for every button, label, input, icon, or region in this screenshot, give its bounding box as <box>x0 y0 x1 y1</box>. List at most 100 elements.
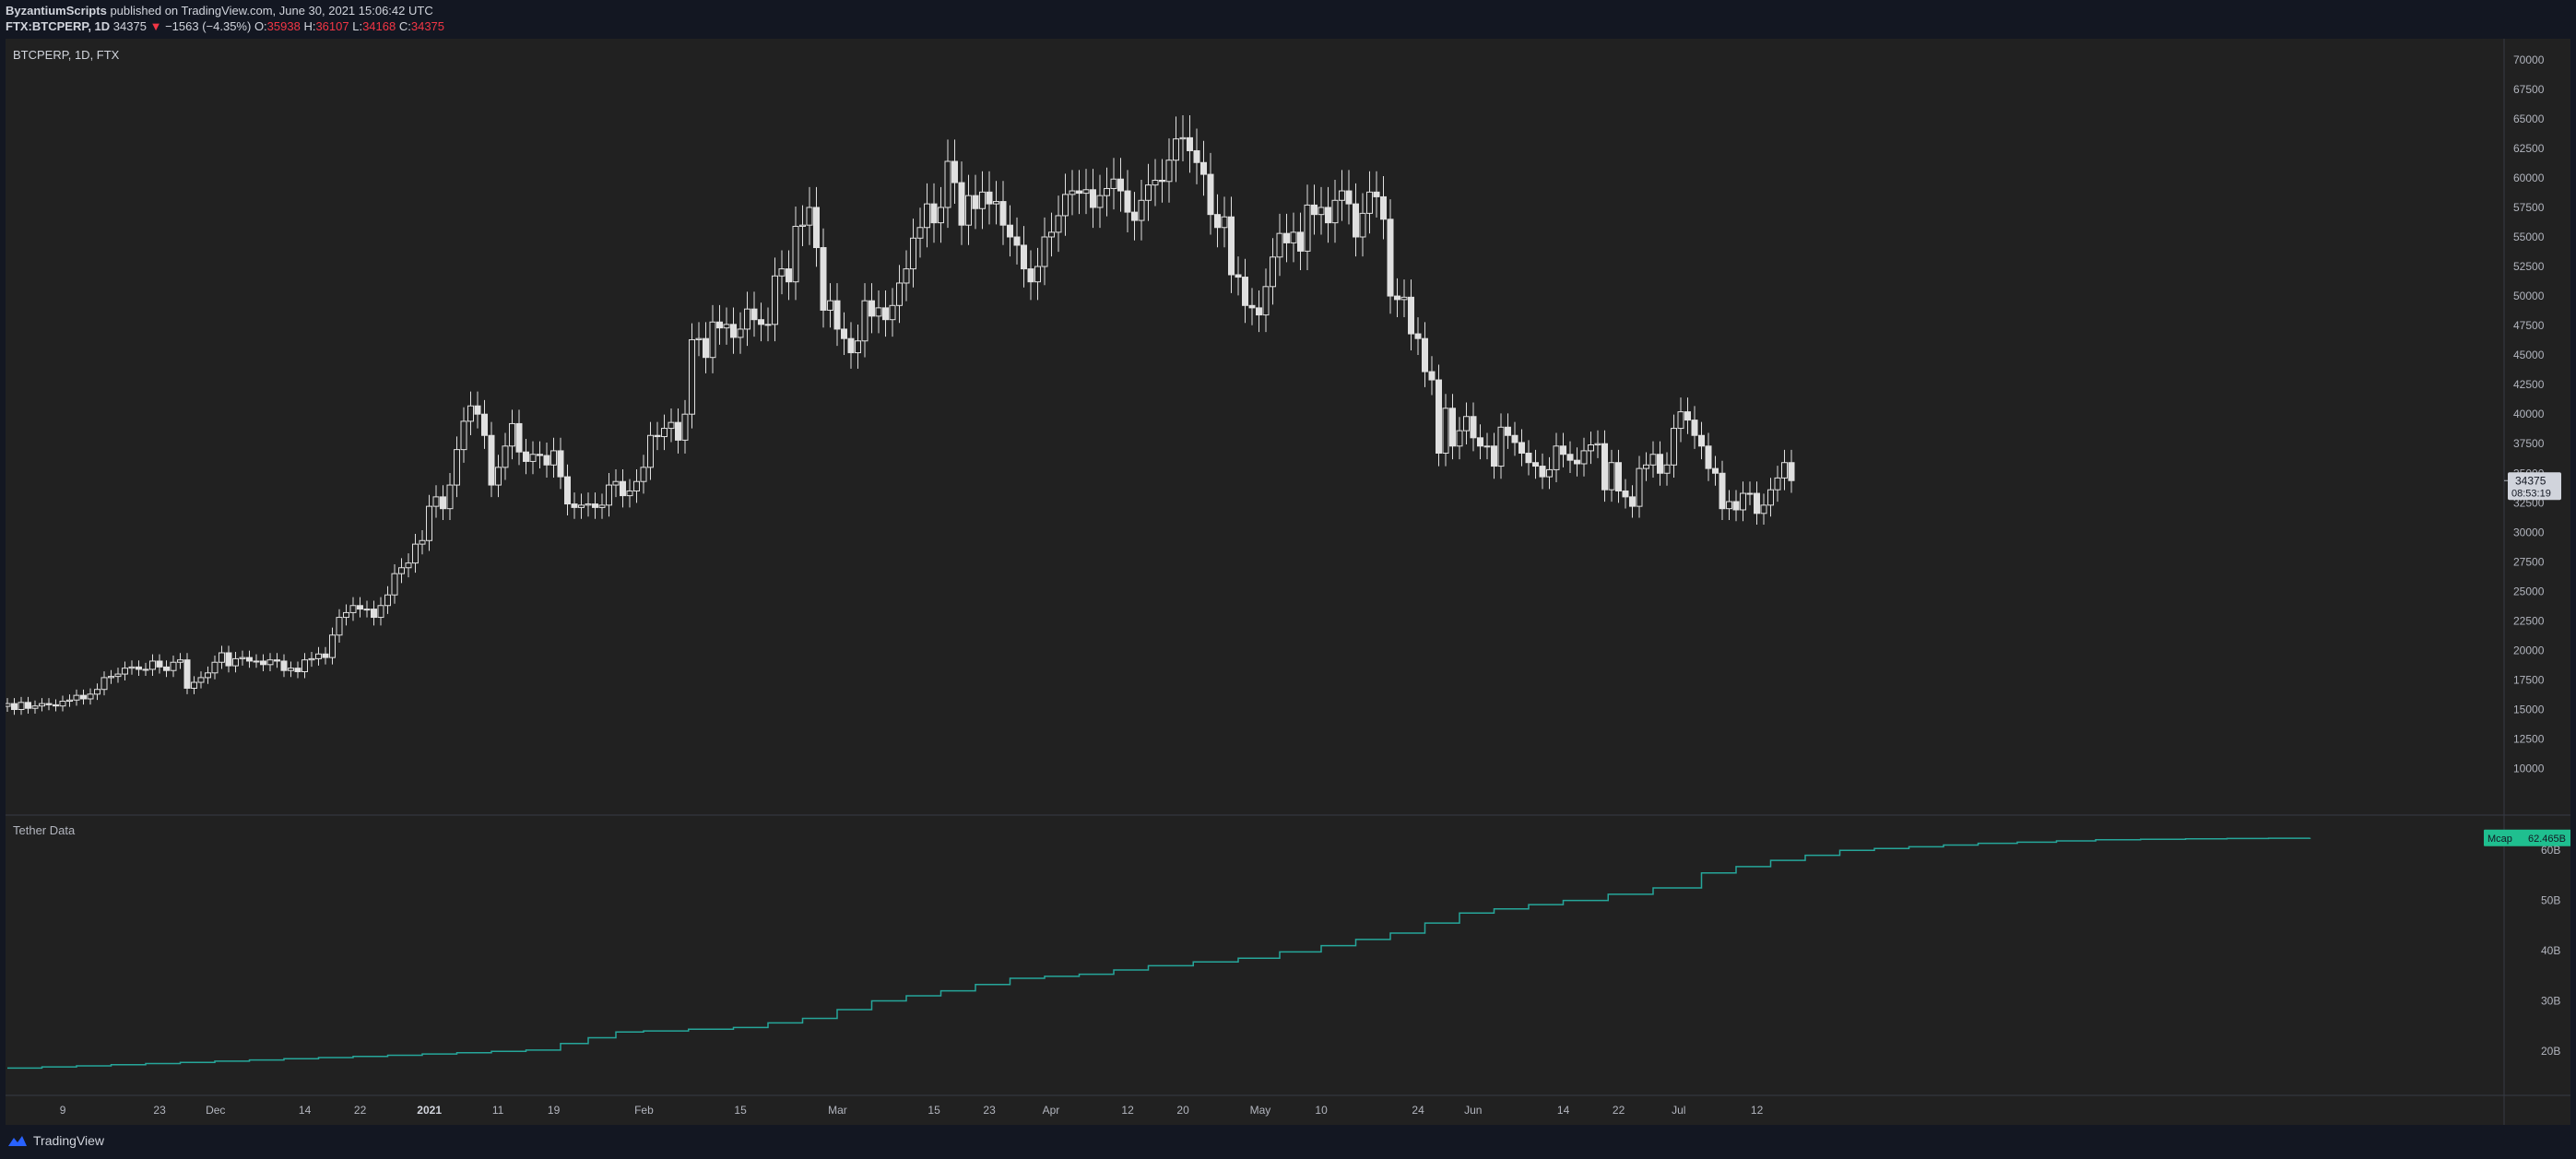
candle[interactable] <box>197 671 205 689</box>
candle[interactable] <box>716 304 723 345</box>
candle[interactable] <box>1726 490 1732 520</box>
candle[interactable] <box>1767 478 1774 517</box>
candle[interactable] <box>515 409 523 466</box>
candle[interactable] <box>557 437 564 490</box>
candle[interactable] <box>1691 406 1698 449</box>
candle[interactable] <box>1380 175 1387 240</box>
candle[interactable] <box>855 324 861 369</box>
candle[interactable] <box>149 654 156 677</box>
candle[interactable] <box>1193 128 1200 184</box>
candle[interactable] <box>1518 429 1525 467</box>
candle[interactable] <box>647 421 654 480</box>
candle[interactable] <box>122 661 128 680</box>
candle[interactable] <box>87 688 94 705</box>
tradingview-brand[interactable]: TradingView <box>7 1133 104 1148</box>
candle[interactable] <box>930 183 938 243</box>
candle[interactable] <box>1339 170 1345 221</box>
candle[interactable] <box>1657 441 1663 486</box>
candle[interactable] <box>419 530 426 555</box>
candle[interactable] <box>640 455 647 494</box>
candle[interactable] <box>1594 430 1601 458</box>
candle[interactable] <box>772 257 778 342</box>
candle[interactable] <box>1491 432 1497 479</box>
candle[interactable] <box>191 676 197 694</box>
candle[interactable] <box>1671 414 1677 479</box>
candle[interactable] <box>695 322 703 357</box>
candle[interactable] <box>1207 152 1214 235</box>
candle[interactable] <box>454 436 460 498</box>
candle[interactable] <box>1062 173 1069 236</box>
candle[interactable] <box>903 250 910 302</box>
candle[interactable] <box>73 689 80 706</box>
candle[interactable] <box>1677 397 1684 443</box>
candle[interactable] <box>1470 402 1477 452</box>
candle[interactable] <box>1525 440 1532 476</box>
candle[interactable] <box>744 291 750 347</box>
candle[interactable] <box>1117 158 1124 212</box>
candle[interactable] <box>1422 322 1428 387</box>
candle[interactable] <box>467 391 474 436</box>
candle[interactable] <box>598 493 606 519</box>
candle[interactable] <box>432 485 440 518</box>
candle[interactable] <box>786 250 792 301</box>
candle[interactable] <box>730 307 737 354</box>
candle[interactable] <box>31 700 39 715</box>
candle[interactable] <box>170 655 177 678</box>
candle[interactable] <box>1131 192 1138 241</box>
candle[interactable] <box>1601 430 1608 503</box>
candle[interactable] <box>1566 441 1574 474</box>
candle[interactable] <box>246 650 253 668</box>
candle[interactable] <box>1353 183 1359 257</box>
candle[interactable] <box>675 408 681 454</box>
candle[interactable] <box>1027 250 1034 301</box>
candle[interactable] <box>1580 437 1588 477</box>
candle[interactable] <box>1270 238 1276 305</box>
candle[interactable] <box>1684 397 1691 434</box>
candle[interactable] <box>1511 421 1518 456</box>
candle[interactable] <box>288 661 294 678</box>
candle[interactable] <box>654 421 661 451</box>
candle[interactable] <box>1110 158 1117 210</box>
candle[interactable] <box>495 455 502 498</box>
candle[interactable] <box>219 645 225 669</box>
candle[interactable] <box>889 288 896 337</box>
candle[interactable] <box>343 604 349 626</box>
candle[interactable] <box>1483 432 1491 460</box>
candle[interactable] <box>1463 402 1470 444</box>
author-name[interactable]: ByzantiumScripts <box>6 4 107 18</box>
candle[interactable] <box>550 437 557 479</box>
candle[interactable] <box>100 671 108 696</box>
candle[interactable] <box>1318 186 1325 235</box>
candle[interactable] <box>910 219 916 288</box>
candle[interactable] <box>1228 196 1235 293</box>
candle[interactable] <box>875 290 882 334</box>
candle[interactable] <box>827 283 833 328</box>
candle[interactable] <box>1173 116 1179 183</box>
candle[interactable] <box>488 421 495 498</box>
candle[interactable] <box>1138 179 1145 241</box>
candle[interactable] <box>1256 290 1262 333</box>
candle[interactable] <box>363 600 371 618</box>
candle[interactable] <box>1449 394 1456 460</box>
candle[interactable] <box>1705 432 1712 481</box>
candle[interactable] <box>398 558 405 584</box>
candle[interactable] <box>1643 452 1649 481</box>
candle[interactable] <box>792 206 799 301</box>
candle[interactable] <box>1187 115 1193 173</box>
candle[interactable] <box>94 683 100 701</box>
candle[interactable] <box>225 645 232 673</box>
candle[interactable] <box>205 666 211 684</box>
candle[interactable] <box>882 290 889 337</box>
candle[interactable] <box>523 439 529 475</box>
candle[interactable] <box>481 399 488 449</box>
candle[interactable] <box>1560 432 1566 467</box>
candle[interactable] <box>357 597 363 618</box>
candle[interactable] <box>993 181 999 225</box>
candle[interactable] <box>1546 456 1553 490</box>
candle[interactable] <box>128 660 136 675</box>
candle[interactable] <box>18 696 25 716</box>
candle[interactable] <box>1505 413 1511 449</box>
candle[interactable] <box>136 660 142 677</box>
candle[interactable] <box>1124 170 1131 233</box>
candle[interactable] <box>1532 449 1539 479</box>
